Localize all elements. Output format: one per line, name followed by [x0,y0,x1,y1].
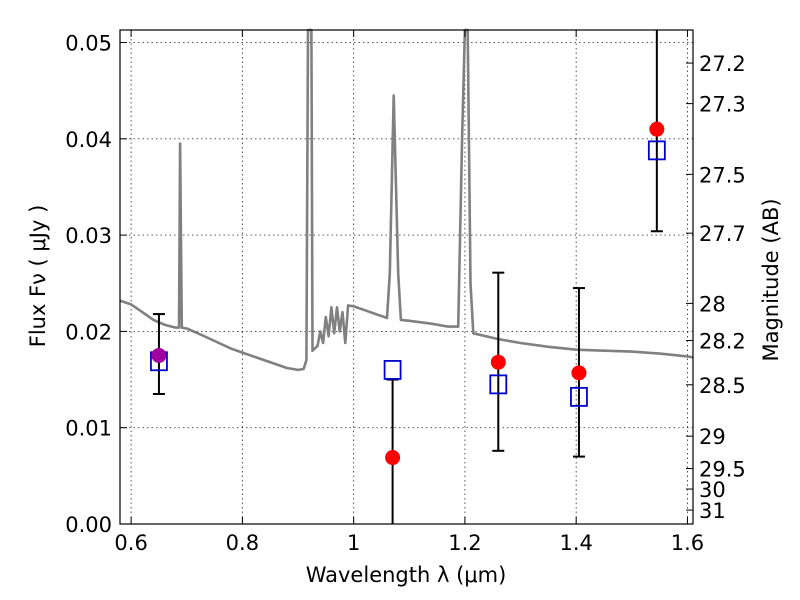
x-tick-label: 1.2 [448,531,481,555]
observed-point-circle [649,121,665,137]
right-tick-label: 27.2 [699,52,746,76]
model-point-square [647,140,666,161]
right-tick-label: 30 [699,478,726,502]
x-tick-label: 1 [347,531,360,555]
y-tick-label: 0.00 [65,513,112,537]
observed-point-circle [571,365,587,381]
right-tick-label: 28 [699,292,726,316]
observed-point-circle [385,450,401,466]
plot-frame [119,29,694,525]
x-tick-label: 1.4 [559,531,592,555]
y-tick-label: 0.05 [65,32,112,56]
error-bars [152,30,663,524]
model-point-square [383,360,402,380]
model-point-square [489,374,508,395]
right-tick-label: 28.5 [699,374,746,398]
grid [120,30,693,525]
model-point-square [570,386,588,407]
x-tick-label: 0.6 [114,531,147,555]
right-tick-label: 28.2 [699,330,746,354]
spectrum-series [119,28,694,372]
y-tick-label: 0.03 [65,224,112,248]
x-tick-label: 0.8 [226,531,259,555]
right-tick-label: 27.3 [699,93,746,117]
observed-point-circle [151,347,167,363]
right-tick-label: 29 [699,425,726,449]
observed-point-circle [490,354,506,370]
y-axis-label: Flux Fν ( μJy ) [26,205,50,348]
y-tick-label: 0.04 [65,128,112,152]
right-tick-label: 29.5 [699,458,746,482]
model-points [150,140,666,407]
right-axis-label: Magnitude (AB) [759,198,783,361]
x-axis-label: Wavelength λ (μm) [306,563,507,587]
x-tick-label: 1.6 [671,531,704,555]
y-axis-ticks: 0.00 0.01 0.02 0.03 0.04 0.05 [65,32,127,537]
y-tick-label: 0.01 [65,417,112,441]
x-axis-ticks: 0.6 0.8 1 1.2 1.4 1.6 [114,30,704,555]
observed-points [151,121,665,466]
right-tick-label: 27.5 [699,163,746,187]
spectrum-line [119,28,694,372]
right-tick-label: 31 [699,499,726,523]
y-tick-label: 0.02 [65,320,112,344]
right-tick-label: 27.7 [699,222,746,246]
